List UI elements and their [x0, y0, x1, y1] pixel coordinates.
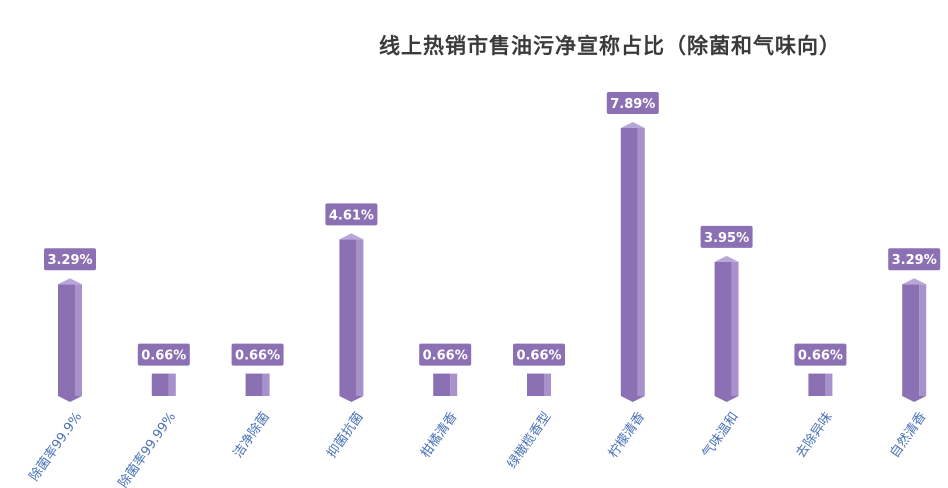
value-label-bg-1 — [137, 343, 190, 366]
bar-1 — [151, 373, 169, 396]
category-label-8: 去除异味 — [794, 410, 836, 461]
bar-0 — [58, 284, 75, 396]
bar-side-7 — [731, 261, 739, 396]
category-label-6: 柠檬清香 — [606, 410, 648, 461]
bar-side-4 — [450, 373, 458, 396]
bar-cap-3 — [339, 233, 364, 240]
category-label-0: 除菌率99.9% — [26, 409, 85, 484]
category-label-7: 气味温和 — [699, 409, 742, 461]
value-label-bg-5 — [513, 343, 565, 366]
bar-7 — [714, 261, 732, 396]
bar-4 — [433, 373, 451, 396]
value-label-8: 0.66% — [798, 349, 843, 364]
bar-8 — [808, 373, 826, 396]
value-label-3: 4.61% — [329, 208, 374, 223]
value-label-bg-6 — [606, 92, 659, 114]
value-label-bg-8 — [794, 343, 847, 366]
bar-side-3 — [356, 239, 364, 396]
value-label-4: 0.66% — [423, 349, 468, 364]
category-label-1: 除菌率99.99% — [115, 409, 179, 488]
bar-side-9 — [919, 284, 927, 396]
category-label-9: 自然清香 — [887, 409, 930, 461]
value-label-5: 0.66% — [516, 349, 561, 364]
bar-cap-9 — [902, 278, 927, 285]
bar-base-3 — [339, 396, 364, 402]
bar-side-5 — [544, 373, 551, 396]
value-label-0: 3.29% — [47, 253, 92, 268]
bar-base-0 — [58, 396, 82, 402]
value-label-bg-2 — [231, 343, 284, 366]
value-label-2: 0.66% — [235, 349, 280, 364]
bar-side-8 — [825, 373, 833, 396]
bar-cap-7 — [714, 255, 739, 262]
bar-5 — [527, 373, 544, 396]
value-label-bg-9 — [888, 248, 941, 271]
bar-side-2 — [262, 373, 270, 396]
category-label-3: 抑菌抗菌 — [325, 410, 367, 461]
bar-side-6 — [637, 128, 645, 396]
bar-cap-6 — [620, 122, 645, 128]
category-label-4: 柑橘清香 — [418, 409, 461, 461]
category-label-2: 洁净除菌 — [231, 410, 273, 461]
value-label-9: 3.29% — [892, 253, 937, 268]
value-label-bg-4 — [419, 343, 472, 366]
bar-base-6 — [620, 396, 645, 402]
bar-3 — [339, 239, 357, 396]
value-label-bg-3 — [325, 203, 378, 226]
value-label-1: 0.66% — [141, 349, 186, 364]
bar-2 — [245, 373, 263, 396]
chart-title: 线上热销市售油污净宣称占比（除菌和气味向） — [379, 34, 841, 58]
bar-6 — [620, 128, 638, 396]
value-label-6: 7.89% — [610, 97, 655, 112]
bar-cap-0 — [58, 278, 82, 285]
category-label-5: 绿橄榄香型 — [504, 409, 554, 471]
bar-side-0 — [75, 284, 82, 396]
value-label-bg-0 — [44, 248, 96, 271]
value-label-7: 3.95% — [704, 231, 749, 246]
bar-side-1 — [168, 373, 176, 396]
value-label-bg-7 — [700, 225, 753, 248]
bar-base-9 — [902, 396, 927, 402]
bar-base-7 — [714, 396, 739, 402]
bar-9 — [902, 284, 920, 396]
